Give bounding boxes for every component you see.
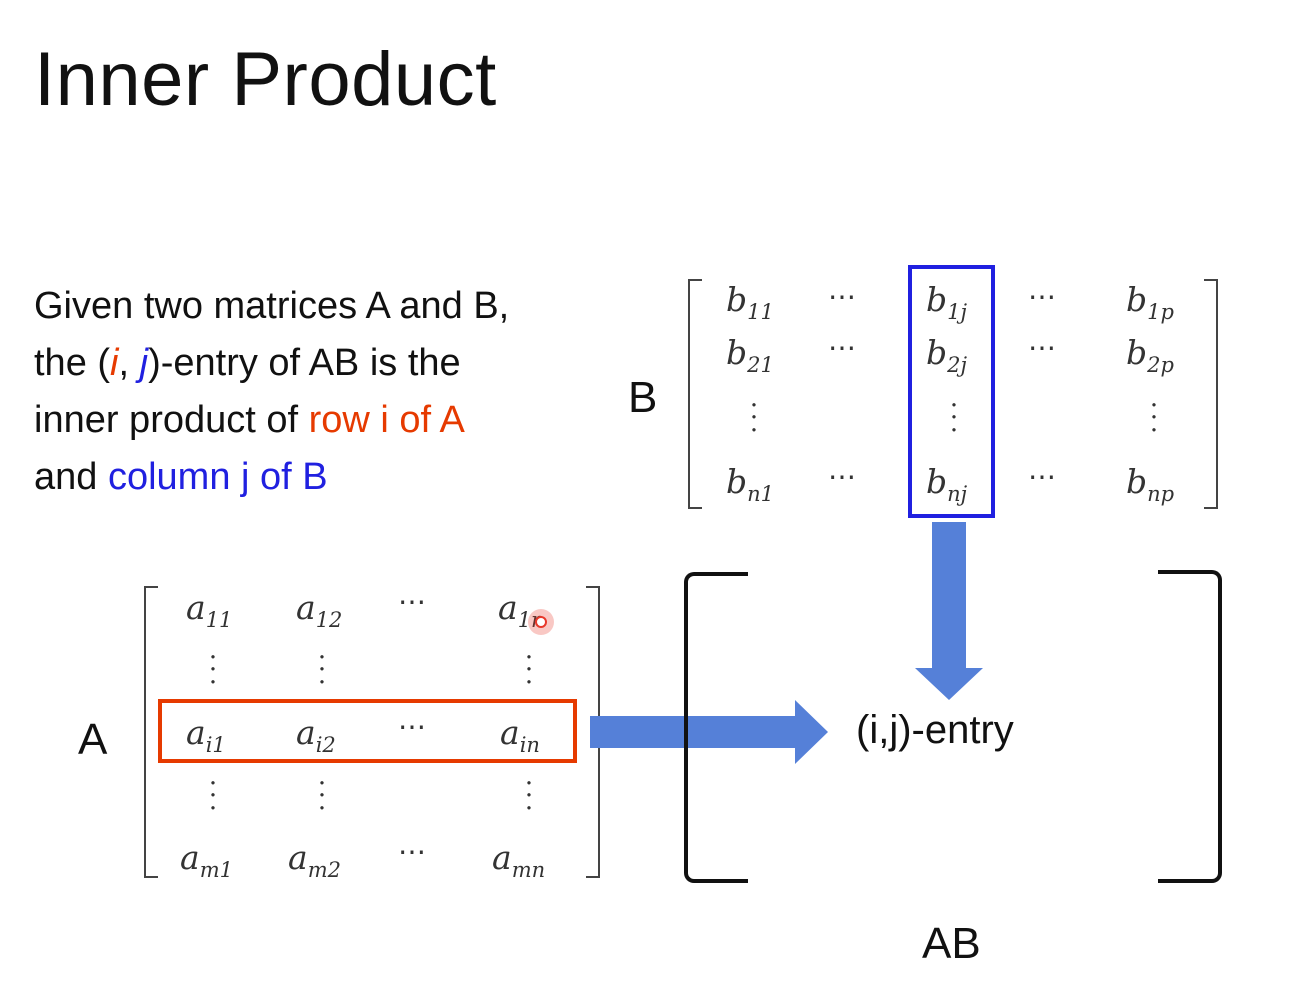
matrix-b-label: B xyxy=(628,373,658,422)
matrix-b-hdots: ⋯ xyxy=(828,280,860,313)
matrix-a-vdots: · · · xyxy=(524,643,534,698)
index-separator: , xyxy=(118,342,140,384)
result-right-bracket xyxy=(1158,570,1222,883)
matrix-a-hdots: ⋯ xyxy=(398,835,430,868)
matrix-a-vdots: · · · xyxy=(208,643,218,698)
line2-pre: the ( xyxy=(34,342,111,384)
matrix-a-entry: ai1 xyxy=(186,713,226,757)
matrix-a-hdots: ⋯ xyxy=(398,585,430,618)
matrix-b-entry: b21 xyxy=(726,333,774,377)
matrix-a-vdots: · · · xyxy=(317,769,327,824)
matrix-b-entry: bnp xyxy=(1126,462,1175,506)
matrix-a-entry: am2 xyxy=(288,838,341,882)
matrix-a-entry: ain xyxy=(500,713,540,757)
matrix-b-hdots: ⋯ xyxy=(828,460,860,493)
column-j-highlight-box xyxy=(908,265,995,518)
description-line-3: inner product of row i of A xyxy=(34,392,509,449)
matrix-a-vdots: · · · xyxy=(524,769,534,824)
matrix-b-hdots: ⋯ xyxy=(1028,280,1060,313)
matrix-a-entry: a11 xyxy=(186,588,233,632)
line4-pre: and xyxy=(34,456,108,498)
line2-post: )-entry of AB is the xyxy=(148,342,461,384)
cursor-icon xyxy=(528,609,554,635)
column-highlight-text: column j of B xyxy=(107,456,328,498)
matrix-b-entry: b2p xyxy=(1126,333,1174,377)
result-entry-label: (i,j)-entry xyxy=(856,708,1014,752)
matrix-b-entry: b2j xyxy=(926,333,967,377)
matrix-b-hdots: ⋯ xyxy=(1028,331,1060,364)
matrix-a-left-bracket xyxy=(144,586,158,878)
row-highlight-text: row i of A xyxy=(308,399,465,441)
matrix-b-entry: b11 xyxy=(726,280,774,324)
matrix-b-vdots: · · · xyxy=(949,391,959,446)
matrix-a-entry: ai2 xyxy=(296,713,336,757)
description-line-2: the (i, j)-entry of AB is the xyxy=(34,335,509,392)
result-matrix-label: AB xyxy=(922,919,981,968)
matrix-b-right-bracket xyxy=(1204,279,1218,509)
index-j: j xyxy=(139,342,149,384)
matrix-a-vdots: · · · xyxy=(208,769,218,824)
description-line-1: Given two matrices A and B, xyxy=(34,285,510,327)
matrix-a-entry: amn xyxy=(492,838,546,882)
matrix-b-entry: bnj xyxy=(926,462,968,506)
description-line-4: and column j of B xyxy=(34,449,509,506)
line3-pre: inner product of xyxy=(34,399,309,441)
right-arrow-icon xyxy=(590,700,828,764)
matrix-a-hdots: ⋯ xyxy=(398,710,430,743)
matrix-b-entry: bn1 xyxy=(726,462,775,506)
matrix-a-entry: a12 xyxy=(296,588,343,632)
matrix-b-vdots: · · · xyxy=(1149,391,1159,446)
matrix-b-vdots: · · · xyxy=(749,391,759,446)
row-i-highlight-box xyxy=(158,699,577,763)
matrix-b-entry: b1p xyxy=(1126,280,1174,324)
matrix-a-label: A xyxy=(78,715,108,764)
matrix-b-hdots: ⋯ xyxy=(828,331,860,364)
result-left-bracket xyxy=(684,572,748,883)
down-arrow-icon xyxy=(915,522,983,700)
matrix-b-hdots: ⋯ xyxy=(1028,460,1060,493)
matrix-a-vdots: · · · xyxy=(317,643,327,698)
page-title: Inner Product xyxy=(34,37,497,122)
index-i: i xyxy=(110,342,119,384)
description-text: Given two matrices A and B, the (i, j)-e… xyxy=(34,278,509,506)
matrix-a-entry: am1 xyxy=(180,838,233,882)
matrix-b-left-bracket xyxy=(688,279,702,509)
matrix-b-entry: b1j xyxy=(926,280,967,324)
